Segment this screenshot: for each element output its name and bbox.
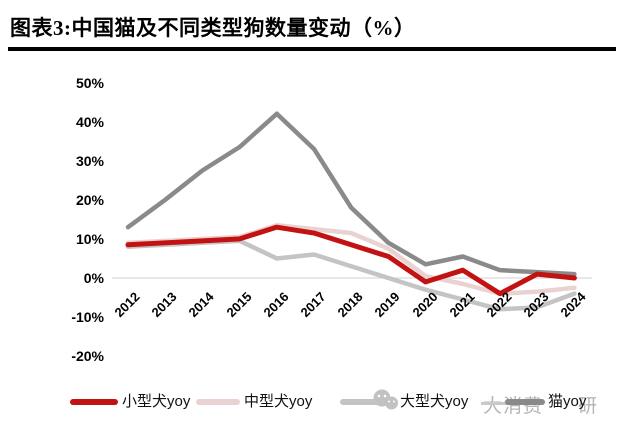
watermark-text: 研 [578,396,599,417]
title-underline [8,47,616,51]
series-line-中型犬yoy [125,222,577,296]
legend-label-大型犬yoy: 大型犬yoy [400,393,469,410]
series-line-小型犬yoy [125,224,577,297]
y-axis-label: 40% [75,113,104,130]
y-axis-label: -10% [71,309,104,326]
y-axis-label: -20% [71,348,104,365]
legend-label-小型犬yoy: 小型犬yoy [122,393,191,410]
wechat-icon [372,388,400,417]
y-axis-label: 20% [75,191,104,208]
y-axis-label: 30% [75,152,104,169]
y-axis-label: 10% [75,230,104,247]
y-axis-label: 0% [83,270,104,286]
legend-swatch-大型犬yoy [340,399,384,405]
legend-swatch-猫yoy [505,399,545,405]
legend-label-中型犬yoy: 中型犬yoy [244,393,313,410]
series-line-猫yoy [125,111,577,277]
y-axis-label: 50% [75,74,104,91]
legend-label-猫yoy: 猫yoy [548,393,587,410]
legend-swatch-中型犬yoy [196,399,240,405]
legend-swatch-小型犬yoy [70,399,118,405]
figure-title: 图表3:中国猫及不同类型狗数量变动（%） [10,16,416,40]
